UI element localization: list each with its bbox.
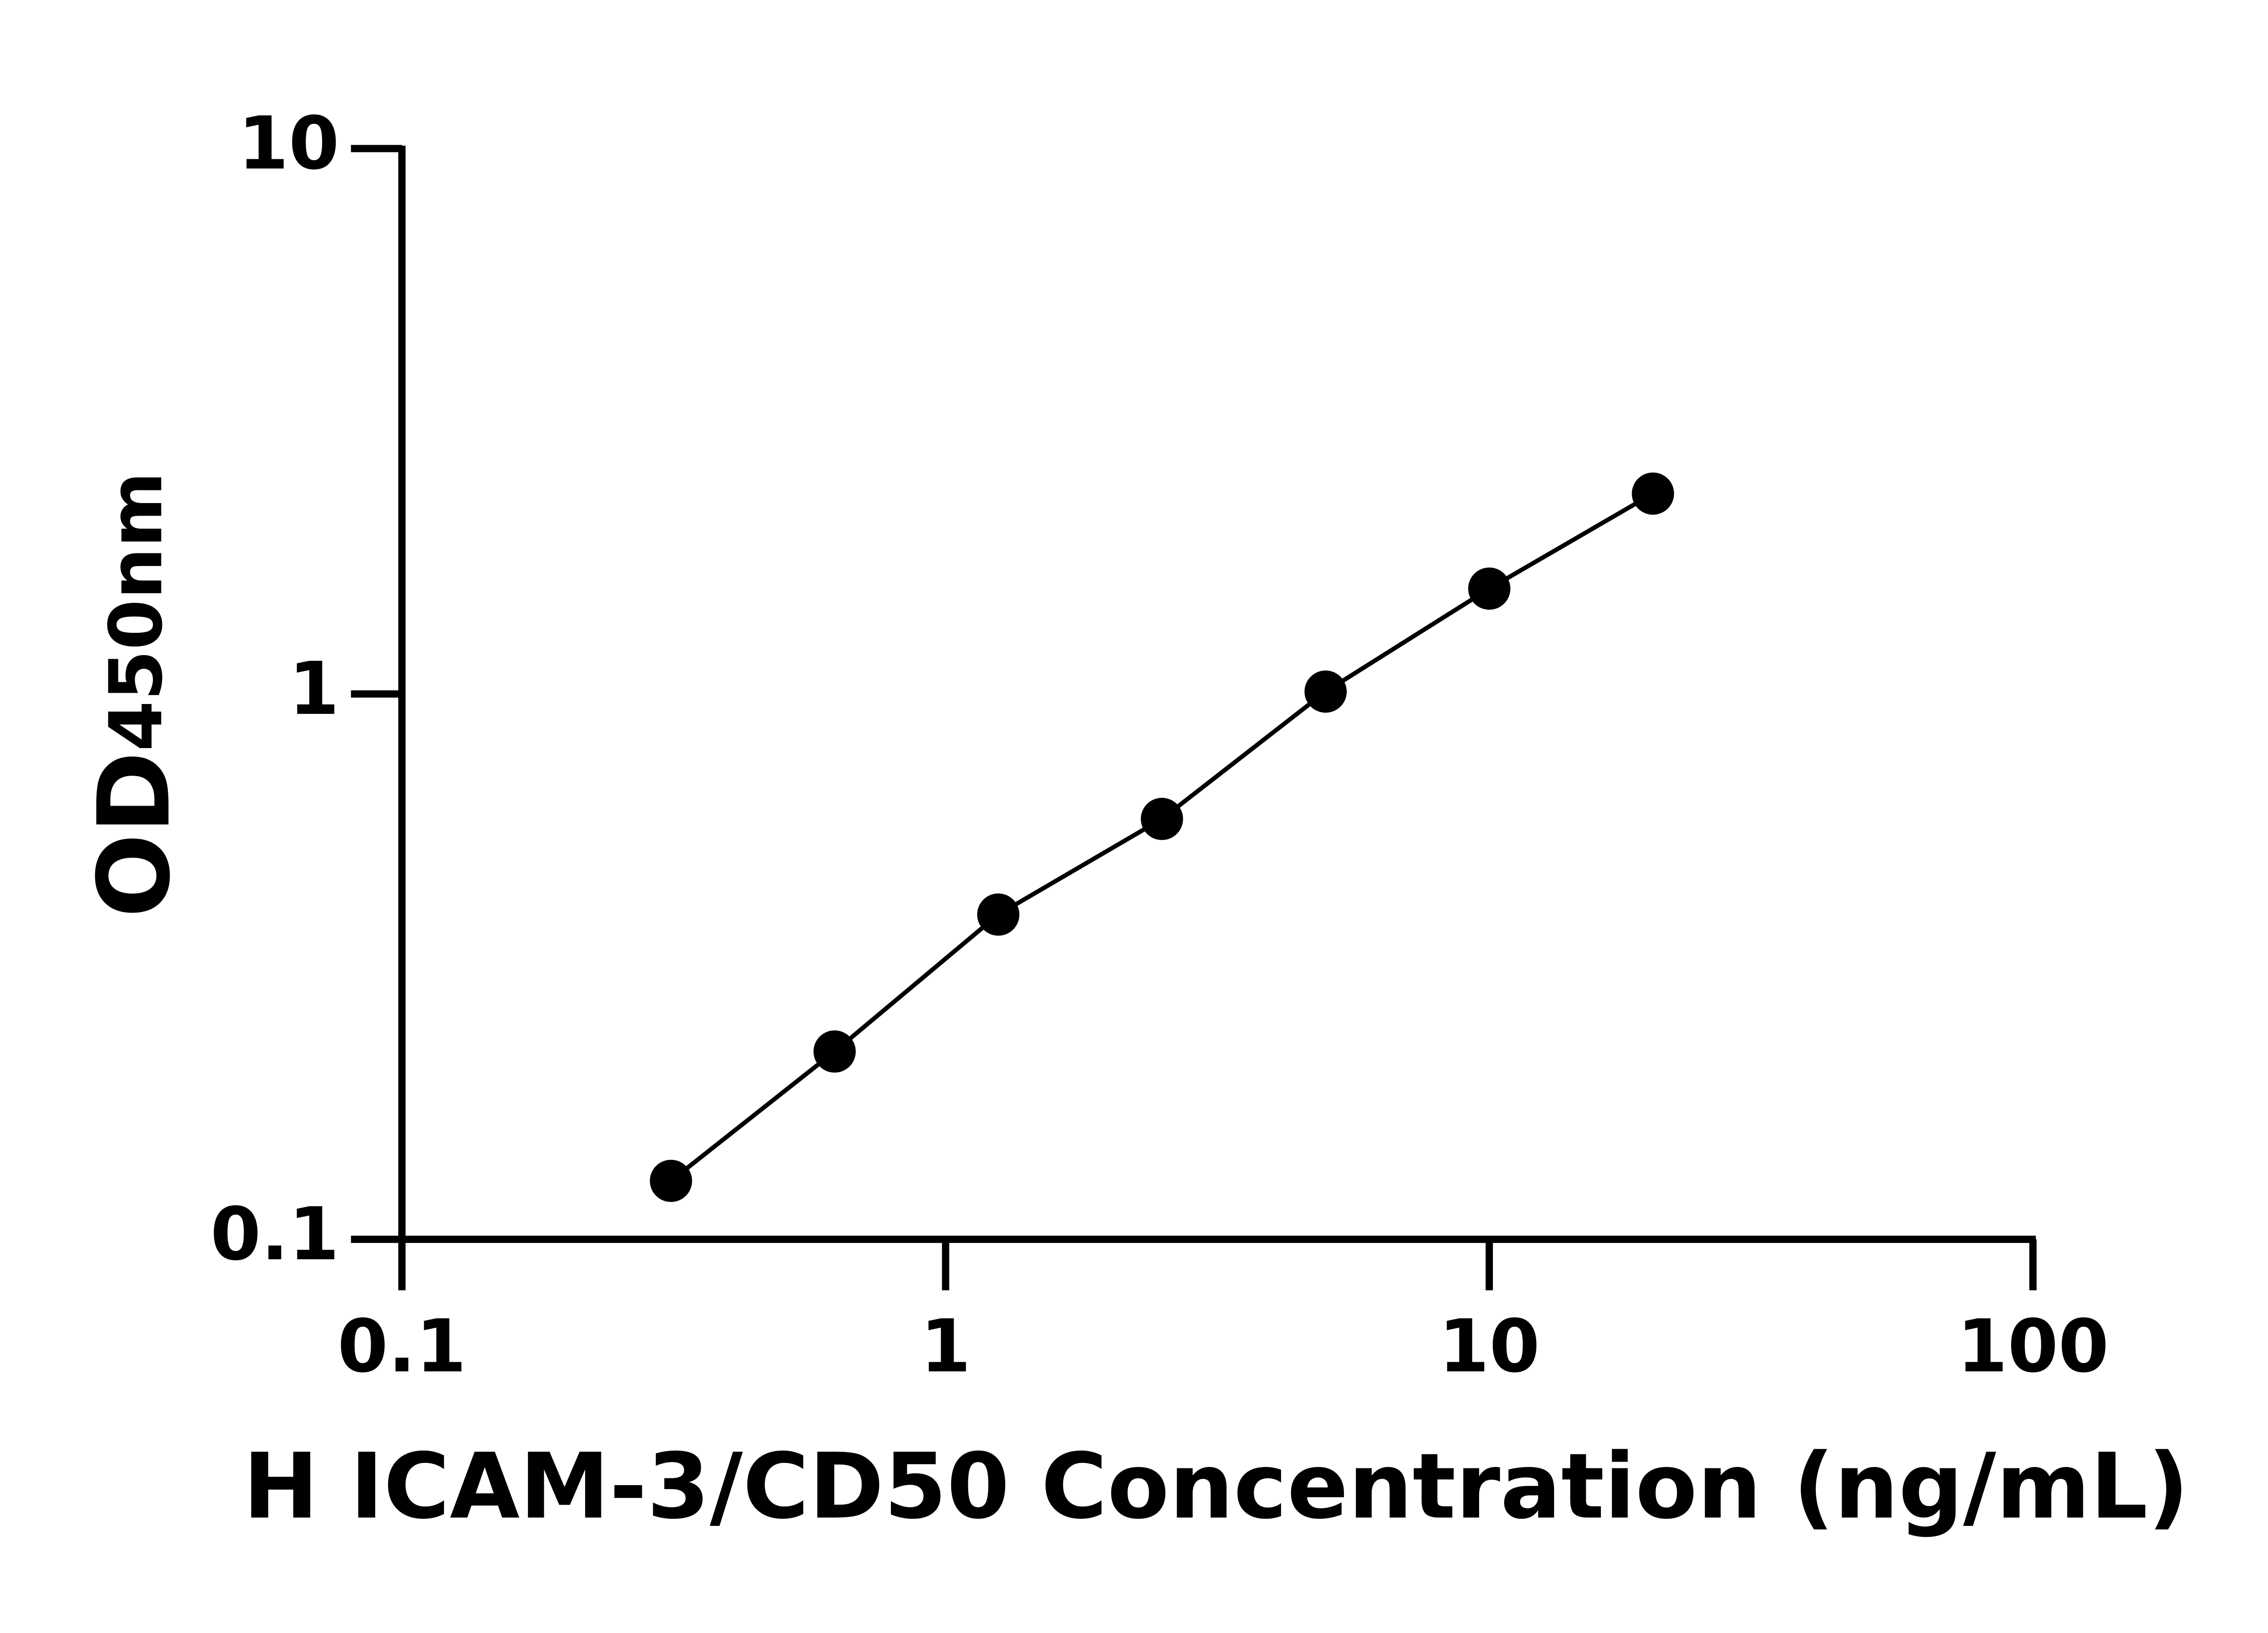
- y-axis-label: OD450nm: [77, 472, 192, 918]
- data-point: [1468, 567, 1510, 610]
- y-tick-label: 1: [288, 646, 339, 731]
- y-axis-label-sub: 450nm: [93, 472, 178, 752]
- y-axis-label-main: OD: [77, 751, 192, 918]
- data-point: [813, 1030, 856, 1073]
- y-tick-label: 0.1: [210, 1192, 339, 1276]
- data-point: [1304, 670, 1347, 713]
- data-point: [650, 1159, 692, 1202]
- x-tick-label: 1: [920, 1304, 971, 1389]
- x-tick-label: 10: [1439, 1304, 1540, 1389]
- x-tick-label: 0.1: [337, 1304, 466, 1389]
- y-tick-label: 10: [238, 101, 339, 186]
- data-point: [1632, 472, 1674, 515]
- x-axis-label: H ICAM-3/CD50 Concentration (ng/mL): [243, 1433, 2189, 1539]
- x-tick-label: 100: [1957, 1304, 2109, 1389]
- data-point: [977, 893, 1020, 936]
- data-point: [1141, 797, 1183, 840]
